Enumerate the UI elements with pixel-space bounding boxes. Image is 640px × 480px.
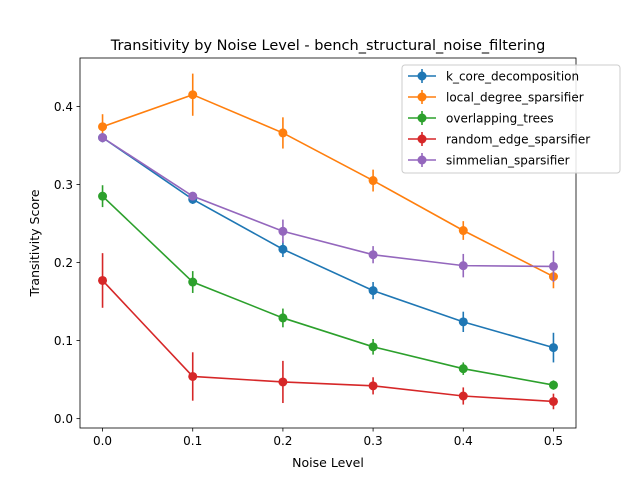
data-point	[188, 90, 198, 100]
legend-item-local_degree_sparsifier: local_degree_sparsifier	[408, 90, 584, 105]
plot-frame	[79, 57, 577, 429]
data-point	[278, 244, 288, 254]
y-tick-label: 0.4	[54, 100, 73, 114]
x-tick-label: 0.1	[183, 434, 202, 448]
data-point	[98, 191, 108, 201]
legend-frame	[401, 64, 621, 174]
data-point	[368, 250, 378, 260]
series-line	[102, 136, 554, 349]
legend-label: simmelian_sparsifier	[446, 154, 570, 168]
data-point	[188, 277, 198, 287]
series-line	[102, 136, 554, 268]
data-point	[548, 343, 558, 353]
y-tick-label: 0.2	[54, 256, 73, 270]
x-tick-label: 0.0	[93, 434, 112, 448]
x-axis-label: Noise Level	[292, 455, 364, 470]
legend-marker	[417, 155, 427, 165]
legend-label: overlapping_trees	[446, 112, 554, 126]
legend-marker	[417, 134, 427, 144]
y-axis-label: Transitivity Score	[27, 189, 42, 297]
x-tick-label: 0.5	[544, 434, 563, 448]
data-point	[368, 342, 378, 352]
series-local_degree_sparsifier	[98, 73, 558, 289]
legend-item-simmelian_sparsifier: simmelian_sparsifier	[408, 153, 570, 168]
data-point	[458, 226, 468, 236]
data-point	[278, 313, 288, 323]
y-tick-label: 0.0	[54, 412, 73, 426]
data-point	[98, 133, 108, 143]
x-tick-label: 0.3	[364, 434, 383, 448]
series-line	[101, 279, 554, 403]
data-point	[368, 176, 378, 186]
data-point	[458, 317, 468, 327]
data-point	[458, 391, 468, 401]
series-simmelian_sparsifier	[98, 132, 558, 283]
series-line	[102, 93, 554, 278]
data-point	[188, 191, 198, 201]
data-point	[368, 286, 378, 296]
data-point	[98, 275, 108, 285]
legend-marker	[417, 113, 427, 123]
legend-label: random_edge_sparsifier	[446, 133, 590, 147]
legend: k_core_decomposition local_degree_sparsif…	[401, 64, 621, 174]
legend-label: k_core_decomposition	[446, 70, 579, 84]
data-point	[188, 371, 198, 381]
legend-item-k_core_decomposition: k_core_decomposition	[408, 69, 579, 84]
ticks-layer: 0.0 0.1 0.2 0.3 0.4 0.5 0.0 0.1 0.2 0.3 0.4	[54, 100, 563, 448]
data-point	[548, 261, 558, 271]
legend-item-overlapping_trees: overlapping_trees	[408, 111, 554, 126]
y-tick-label: 0.1	[54, 334, 73, 348]
legend-item-random_edge_sparsifier: random_edge_sparsifier	[408, 132, 590, 147]
data-point	[548, 396, 558, 406]
legend-marker	[417, 71, 427, 81]
data-point	[458, 261, 468, 271]
series-layer	[98, 73, 558, 410]
x-tick-label: 0.4	[454, 434, 473, 448]
legend-marker	[417, 92, 427, 102]
legend-label: local_degree_sparsifier	[446, 91, 584, 105]
y-tick-label: 0.3	[54, 178, 73, 192]
series-random_edge_sparsifier	[98, 253, 558, 410]
data-point	[278, 226, 288, 236]
data-point	[548, 380, 558, 390]
series-overlapping_trees	[98, 185, 558, 390]
data-point	[278, 377, 288, 387]
series-line	[101, 195, 554, 386]
data-point	[278, 128, 288, 138]
chart-title: Transitivity by Noise Level - bench_stru…	[110, 38, 546, 54]
x-tick-label: 0.2	[273, 434, 292, 448]
data-point	[98, 122, 108, 132]
data-point	[368, 381, 378, 391]
data-point	[458, 364, 468, 374]
